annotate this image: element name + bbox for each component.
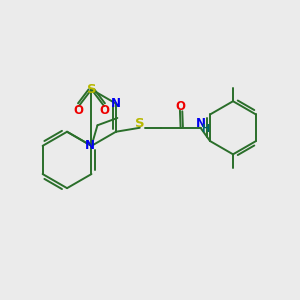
Text: N: N — [111, 97, 121, 110]
Text: O: O — [74, 103, 84, 116]
Text: S: S — [135, 117, 145, 130]
Text: S: S — [87, 83, 96, 96]
Text: N: N — [85, 140, 95, 152]
Text: O: O — [99, 103, 109, 116]
Text: H: H — [201, 124, 209, 134]
Text: O: O — [175, 100, 185, 113]
Text: N: N — [196, 117, 206, 130]
